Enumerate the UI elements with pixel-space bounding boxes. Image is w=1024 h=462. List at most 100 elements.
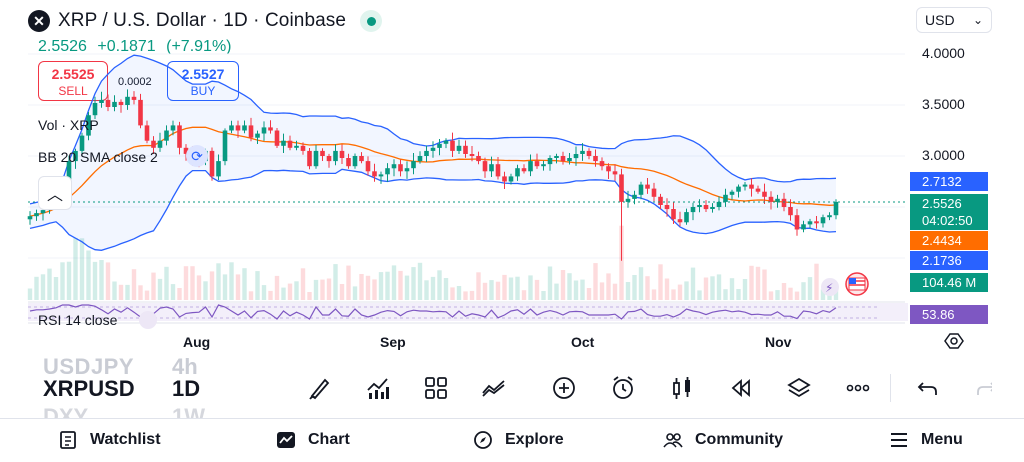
symbol-title[interactable]: XRP / U.S. Dollar · 1D · Coinbase — [58, 10, 347, 31]
candle-body — [222, 130, 228, 162]
rsi-legend[interactable]: RSI 14 close — [38, 312, 118, 328]
nav-community-label: Community — [695, 431, 783, 448]
volume-bar — [456, 286, 462, 300]
candle-body — [690, 207, 696, 213]
candle-body — [339, 150, 345, 158]
collapse-legend-button[interactable]: ︿ — [38, 176, 72, 210]
candle-body — [34, 213, 39, 217]
candle-body — [242, 125, 247, 131]
volume-bar — [833, 288, 839, 300]
price-chart[interactable]: ⚡ — [0, 0, 1024, 330]
rsi-pane — [28, 303, 908, 321]
candle-body — [723, 194, 728, 202]
candle-body — [638, 184, 644, 195]
close-icon[interactable]: ✕ — [28, 10, 50, 32]
prev-timeframe[interactable]: 4h — [172, 354, 198, 374]
volume-bar — [229, 262, 234, 300]
candle-body — [105, 99, 111, 107]
candle-body — [287, 140, 293, 148]
volume-bar — [391, 265, 397, 300]
nav-community[interactable]: Community — [663, 430, 783, 450]
volume-bar — [697, 290, 702, 300]
volume-bar — [320, 279, 325, 300]
brush-icon[interactable] — [306, 374, 334, 402]
candle-body — [645, 184, 650, 189]
candle-body — [378, 174, 384, 177]
candle-body — [73, 150, 78, 162]
last-price-tag: 2.5526 04:02:50 — [910, 194, 988, 230]
undo-icon[interactable] — [914, 374, 942, 402]
volume-bar — [40, 274, 46, 300]
candle-body — [515, 168, 520, 177]
volume-bar — [177, 288, 182, 300]
volume-bar — [710, 276, 715, 300]
candle-body — [606, 166, 611, 172]
nav-watchlist[interactable]: Watchlist — [58, 430, 161, 450]
candle-body — [781, 198, 787, 207]
candle-body — [268, 127, 273, 131]
templates-icon[interactable] — [422, 374, 450, 402]
market-status-icon[interactable] — [360, 10, 383, 32]
volume-bar — [196, 275, 202, 300]
volume-legend[interactable]: Vol · XRP — [38, 117, 99, 133]
replay-icon[interactable] — [727, 374, 755, 402]
bar-style-icon[interactable] — [668, 374, 696, 402]
bb-legend[interactable]: BB 20 SMA close 2 — [38, 149, 158, 165]
volume-bar — [300, 268, 306, 300]
volume-bar — [79, 238, 85, 300]
volume-bar — [99, 260, 104, 300]
volume-bar — [749, 265, 754, 300]
volume-bar — [339, 284, 345, 300]
add-icon[interactable] — [550, 374, 578, 402]
volume-bar — [742, 279, 748, 300]
current-symbol[interactable]: XRPUSD — [43, 376, 135, 401]
sell-button[interactable]: 2.5525 SELL — [38, 61, 108, 101]
candle-body — [593, 156, 598, 162]
volume-bar — [528, 275, 533, 300]
volume-bar — [599, 282, 605, 300]
candle-body — [359, 156, 364, 162]
currency-select[interactable]: USD ⌄ — [916, 7, 992, 33]
volume-tag: 104.46 M — [910, 273, 988, 292]
loading-icon: ⟳ — [186, 145, 208, 167]
volume-bar — [170, 284, 176, 300]
volume-bar — [515, 276, 520, 300]
next-symbol[interactable]: DXY — [43, 404, 89, 418]
candle-body — [216, 161, 221, 177]
volume-bar — [645, 276, 650, 300]
candle-body — [541, 164, 546, 167]
candle-body — [619, 174, 624, 202]
last-price: 2.5526 — [38, 38, 87, 55]
volume-bar — [346, 265, 351, 300]
next-timeframe[interactable]: 1W — [172, 404, 205, 418]
volume-bar — [164, 266, 169, 300]
nav-chart[interactable]: Chart — [276, 430, 350, 450]
watchlist-icon — [60, 431, 76, 449]
volume-bar — [586, 288, 592, 300]
volume-bar — [684, 281, 689, 300]
candle-body — [261, 127, 267, 134]
more-icon[interactable] — [844, 374, 872, 402]
nav-watchlist-label: Watchlist — [90, 431, 161, 448]
prev-symbol[interactable]: USDJPY — [43, 354, 135, 374]
candle-body — [320, 150, 325, 156]
redo-icon[interactable] — [972, 374, 992, 402]
volume-bar — [723, 289, 728, 300]
current-timeframe[interactable]: 1D — [172, 376, 201, 401]
candle-body — [476, 156, 481, 162]
indicators-icon[interactable] — [364, 374, 392, 402]
layers-icon[interactable] — [785, 374, 813, 402]
chart-settings-icon[interactable] — [944, 331, 964, 356]
bb-upper-tag: 2.7132 — [910, 172, 988, 191]
candle-body — [677, 219, 683, 223]
alert-icon[interactable] — [609, 374, 637, 402]
lightning-icon[interactable] — [821, 278, 839, 296]
nav-menu[interactable]: Menu — [889, 430, 963, 450]
candle-body — [92, 103, 98, 116]
buy-button[interactable]: 2.5527 BUY — [167, 61, 239, 101]
candle-body — [326, 156, 332, 162]
volume-bar — [222, 274, 228, 300]
nav-explore[interactable]: Explore — [473, 430, 564, 450]
volume-bar — [534, 279, 540, 300]
compare-icon[interactable] — [480, 374, 508, 402]
